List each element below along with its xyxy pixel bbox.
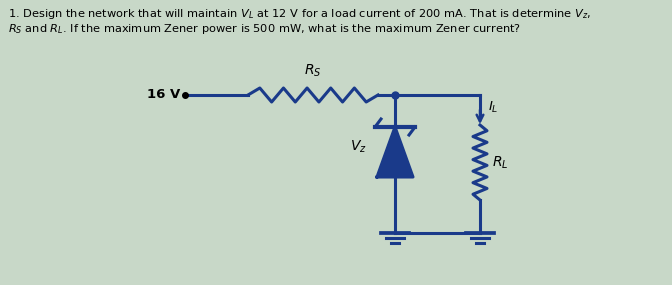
Text: $I_L$: $I_L$ — [488, 99, 499, 115]
Text: $R_S$ and $R_L$. If the maximum Zener power is 500 mW, what is the maximum Zener: $R_S$ and $R_L$. If the maximum Zener po… — [8, 22, 521, 36]
Text: $R_S$: $R_S$ — [304, 63, 322, 79]
Text: 16 V: 16 V — [146, 89, 180, 101]
Polygon shape — [377, 127, 413, 177]
Text: $V_z$: $V_z$ — [350, 139, 367, 155]
Text: 1. Design the network that will maintain $V_L$ at 12 V for a load current of 200: 1. Design the network that will maintain… — [8, 7, 591, 21]
Text: $R_L$: $R_L$ — [492, 154, 509, 171]
